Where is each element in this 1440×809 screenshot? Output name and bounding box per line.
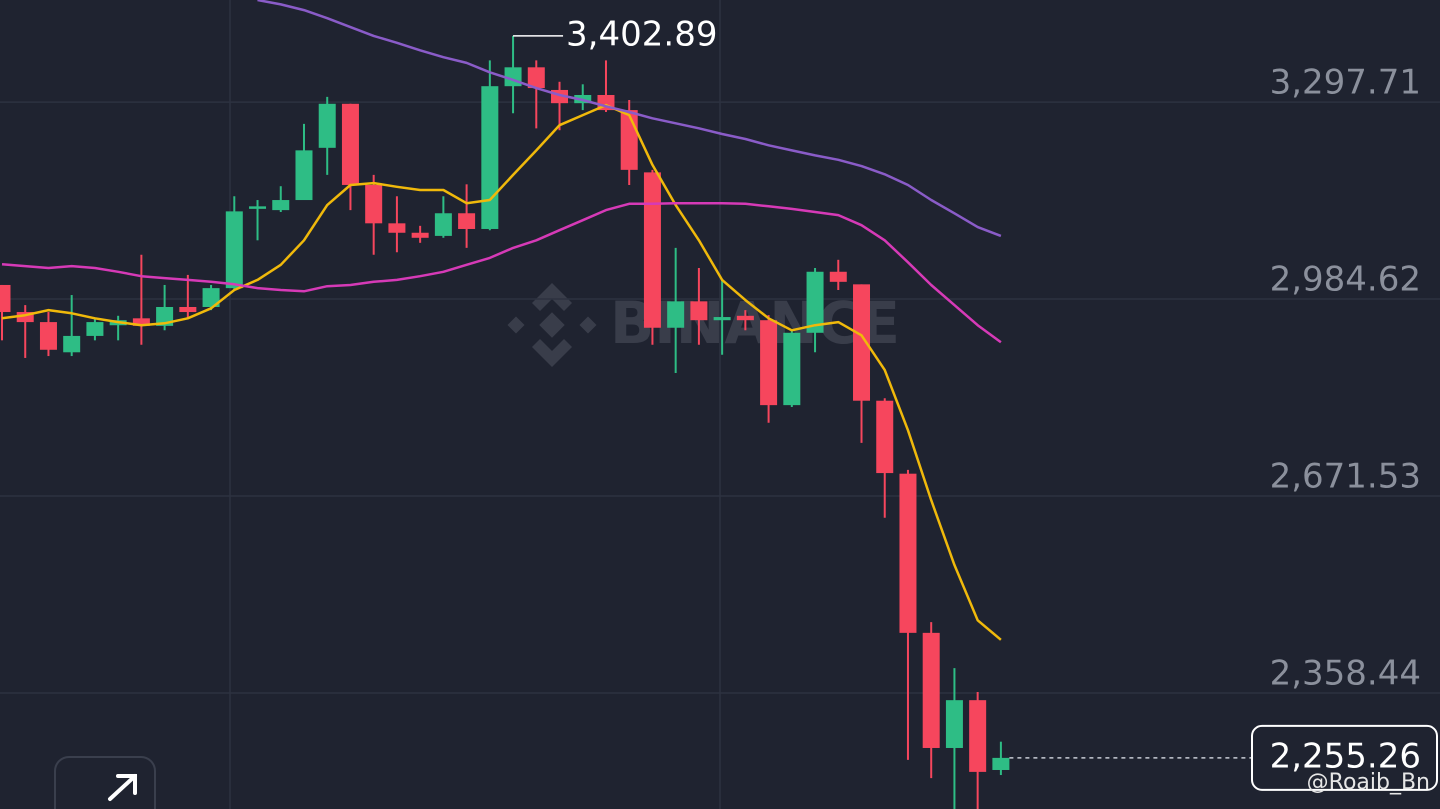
candle-body: [225, 211, 243, 289]
candle-body: [16, 312, 34, 323]
candle-body: [0, 284, 11, 313]
candle-body: [899, 473, 917, 633]
ma-line: [257, 0, 1002, 238]
last-price-box: [1251, 724, 1438, 791]
candle-body: [249, 206, 267, 209]
candle-body: [806, 271, 824, 333]
candle-body: [318, 103, 336, 148]
candle-body: [620, 110, 638, 170]
candle-body: [783, 332, 801, 406]
candle-body: [527, 67, 545, 89]
last-price-label: 2,255.26: [1270, 736, 1421, 776]
candle-body: [713, 317, 731, 321]
candle-body: [295, 150, 313, 201]
candle-body: [388, 223, 406, 233]
candle-body: [341, 103, 359, 185]
candle-body: [736, 315, 754, 321]
candle-body: [992, 757, 1010, 770]
candle-body: [411, 232, 429, 238]
candle-body: [179, 306, 197, 313]
candle-body: [481, 86, 499, 229]
candle-body: [434, 213, 452, 236]
candle-body: [86, 322, 104, 336]
candle-body: [945, 700, 963, 748]
candle-body: [922, 632, 940, 748]
candle-body: [667, 301, 685, 328]
candle-body: [458, 213, 476, 229]
ma-line: [1, 103, 1002, 641]
candle-body: [760, 320, 778, 406]
candle-body: [272, 200, 290, 211]
ma-line: [1, 201, 1002, 344]
y-tick-label: 2,358.44: [1270, 653, 1421, 693]
candle-body: [969, 700, 987, 772]
candle-body: [643, 172, 661, 328]
y-tick-label: 3,297.71: [1270, 63, 1421, 103]
expand-icon: [108, 774, 137, 801]
y-tick-label: 2,671.53: [1270, 457, 1421, 497]
max-marker-label: 3,402.89: [566, 14, 717, 54]
candle-body: [39, 322, 57, 350]
candle-body: [876, 400, 894, 474]
candle-body: [63, 335, 81, 353]
credit: @Roaib_Bn: [1307, 770, 1430, 795]
candle-body: [853, 284, 871, 401]
candle-body: [132, 318, 150, 326]
candle-body: [202, 288, 220, 307]
candle-body: [690, 301, 708, 321]
candle-body: [365, 184, 383, 224]
candle-body: [829, 271, 847, 282]
expand-button[interactable]: [54, 756, 156, 809]
y-tick-label: 2,984.62: [1270, 260, 1421, 300]
